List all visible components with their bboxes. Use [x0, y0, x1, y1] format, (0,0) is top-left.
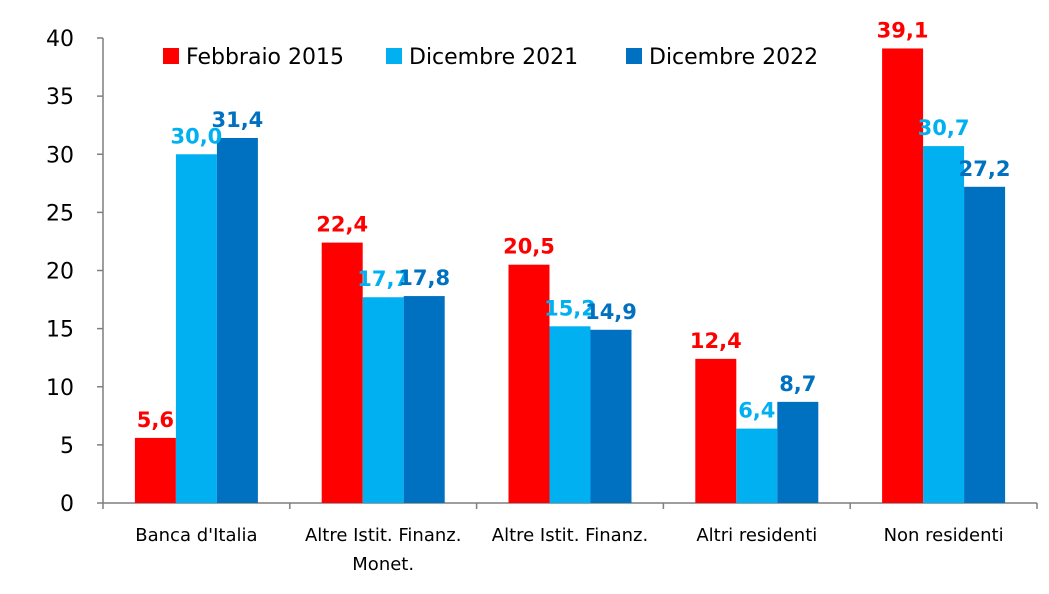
- data-label: 27,2: [959, 157, 1011, 181]
- bar: [362, 297, 404, 503]
- bar: [134, 437, 176, 503]
- x-category-label: Banca d'Italia: [135, 525, 257, 546]
- legend-label: Dicembre 2021: [409, 45, 578, 70]
- bar: [777, 401, 819, 503]
- legend-label: Dicembre 2022: [649, 45, 818, 70]
- bar: [590, 329, 632, 503]
- legend: Febbraio 2015 Dicembre 2021 Dicembre 2022: [163, 45, 818, 70]
- data-labels: 5,6 22,4 20,5 12,4 39,1 30,0 17,7 15,2 6,4 30,7 31…: [137, 18, 1011, 431]
- data-label: 30,0: [170, 124, 222, 148]
- x-category-label: Altre Istit. Finanz. Monet.: [305, 525, 461, 575]
- x-category-label: Altri residenti: [696, 525, 817, 546]
- x-category-label: Altre Istit. Finanz.: [492, 525, 648, 546]
- data-label: 22,4: [316, 213, 368, 237]
- y-tick-label: 35: [46, 85, 74, 110]
- bar: [736, 428, 778, 503]
- y-tick-label: 30: [46, 143, 74, 168]
- y-tick-label: 20: [46, 260, 74, 285]
- bar: [695, 358, 737, 503]
- data-label: 31,4: [211, 108, 263, 132]
- data-label: 20,5: [503, 235, 555, 259]
- data-label: 14,9: [585, 300, 637, 324]
- data-label: 30,7: [918, 116, 970, 140]
- data-label: 8,7: [779, 372, 816, 396]
- bar: [321, 242, 363, 503]
- y-tick-label: 5: [60, 434, 74, 459]
- axes: 0 5 10 15 20 25 30 35 40 Banca d'Italia Altre Isti…: [46, 27, 1038, 575]
- bar: [403, 296, 445, 503]
- bar: [549, 326, 591, 503]
- x-category-label: Non residenti: [884, 525, 1004, 546]
- legend-swatch: [626, 48, 642, 64]
- y-tick-label: 25: [46, 201, 74, 226]
- data-label: 12,4: [690, 329, 742, 353]
- data-label: 39,1: [877, 18, 929, 42]
- data-label: 17,7: [357, 267, 409, 291]
- legend-label: Febbraio 2015: [186, 45, 344, 70]
- y-tick-label: 40: [46, 27, 74, 52]
- data-label: 5,6: [137, 408, 174, 432]
- bar: [175, 154, 217, 503]
- bar: [882, 48, 924, 504]
- legend-swatch: [163, 48, 179, 64]
- y-tick-label: 0: [60, 492, 74, 517]
- bar: [508, 264, 550, 503]
- legend-swatch: [386, 48, 402, 64]
- data-label: 15,2: [544, 296, 596, 320]
- data-label: 17,8: [398, 266, 450, 290]
- bar: [964, 186, 1006, 504]
- bar: [923, 146, 965, 504]
- y-tick-label: 10: [46, 376, 74, 401]
- bars: [134, 48, 1006, 504]
- data-label: 6,4: [738, 399, 775, 423]
- bar: [216, 137, 258, 503]
- y-tick-label: 15: [46, 318, 74, 343]
